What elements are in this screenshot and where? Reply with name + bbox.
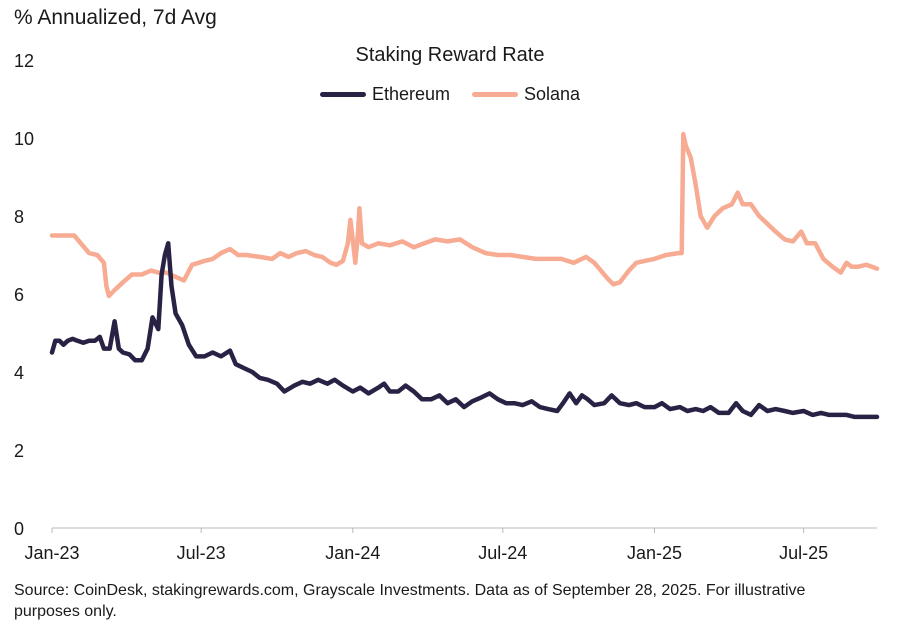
y-axis-unit-label: % Annualized, 7d Avg xyxy=(14,6,217,29)
legend-label-ethereum: Ethereum xyxy=(371,84,450,104)
chart-title: Staking Reward Rate xyxy=(355,44,545,66)
legend-item-ethereum: Ethereum xyxy=(319,84,450,105)
source-footnote: Source: CoinDesk, stakingrewards.com, Gr… xyxy=(14,582,806,620)
series-line-ethereum xyxy=(49,241,880,420)
legend-item-solana: Solana xyxy=(471,84,581,105)
x-tick-label: Jul-24 xyxy=(478,543,527,563)
x-tick-label: Jul-25 xyxy=(779,543,828,563)
legend-swatch-solana xyxy=(471,92,518,97)
y-tick-label: 10 xyxy=(14,129,34,149)
y-tick-label: 2 xyxy=(14,441,24,461)
y-tick-label: 12 xyxy=(14,51,34,71)
x-tick-label: Jul-23 xyxy=(177,543,226,563)
x-tick-label: Jan-25 xyxy=(627,543,682,563)
y-tick-label: 6 xyxy=(14,285,24,305)
legend-label-solana: Solana xyxy=(523,84,581,104)
x-tick-label: Jan-24 xyxy=(325,543,380,563)
y-tick-label: 0 xyxy=(14,519,24,539)
chart-legend: Ethereum Solana xyxy=(0,84,900,105)
y-tick-label: 8 xyxy=(14,207,24,227)
y-tick-label: 4 xyxy=(14,363,24,383)
legend-swatch-ethereum xyxy=(319,92,366,97)
x-tick-label: Jan-23 xyxy=(24,543,79,563)
series-line-solana xyxy=(49,131,880,299)
